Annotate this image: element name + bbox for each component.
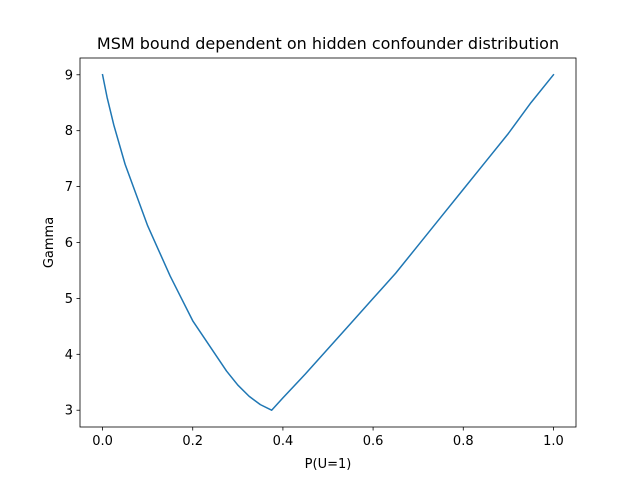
chart-title: MSM bound dependent on hidden confounder… <box>97 34 559 53</box>
y-tick-label: 4 <box>65 348 73 363</box>
y-tick-label: 3 <box>65 404 73 419</box>
y-tick-label: 5 <box>65 292 73 307</box>
y-axis-label: Gamma <box>42 217 57 268</box>
x-axis-label: P(U=1) <box>305 457 352 472</box>
x-tick-label: 0.6 <box>363 434 384 449</box>
series-line <box>101 73 555 411</box>
x-tick-label: 0.8 <box>453 434 474 449</box>
x-tick-label: 0.2 <box>182 434 203 449</box>
x-tick-label: 0.4 <box>273 434 294 449</box>
y-tick-label: 7 <box>65 180 73 195</box>
y-tick-label: 9 <box>65 68 73 83</box>
y-axis-ticks: 3 4 5 6 7 8 9 <box>65 68 80 419</box>
y-tick-label: 8 <box>65 124 73 139</box>
x-tick-label: 0.0 <box>92 434 113 449</box>
y-tick-label: 6 <box>65 236 73 251</box>
axes-frame <box>79 57 577 428</box>
x-tick-label: 1.0 <box>543 434 564 449</box>
plot-area <box>101 73 555 411</box>
x-axis-ticks: 0.0 0.2 0.4 0.6 0.8 1.0 <box>92 427 564 449</box>
